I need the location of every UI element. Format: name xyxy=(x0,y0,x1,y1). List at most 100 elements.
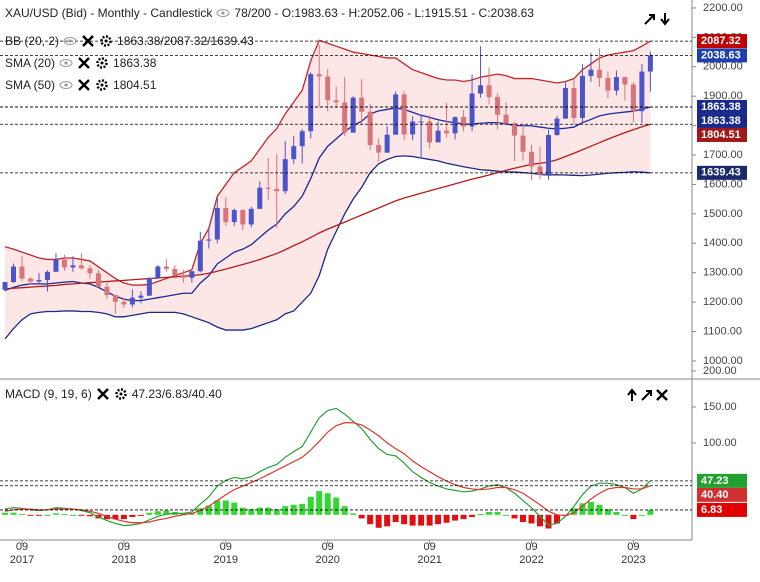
candle-body xyxy=(27,278,33,282)
candle-body xyxy=(112,295,118,302)
indicator-name: SMA (20) xyxy=(5,56,56,70)
candle xyxy=(478,46,484,98)
histogram-bar xyxy=(61,514,68,516)
candle-body xyxy=(265,187,271,189)
histogram-bar xyxy=(129,514,136,517)
candle xyxy=(61,254,67,271)
histogram-bar xyxy=(44,514,51,516)
candle xyxy=(503,102,509,125)
candle xyxy=(146,277,152,296)
candle-body xyxy=(495,97,501,115)
remove-icon[interactable] xyxy=(77,79,91,91)
candle xyxy=(231,208,237,226)
candle xyxy=(282,141,288,194)
candle xyxy=(647,51,653,92)
candle xyxy=(291,135,297,164)
y-tick-label: 100.00 xyxy=(703,437,737,449)
settings-icon[interactable] xyxy=(95,57,109,69)
candle-body xyxy=(376,145,382,153)
histogram-bar xyxy=(341,506,348,515)
panel-controls[interactable] xyxy=(643,12,673,26)
remove-icon[interactable] xyxy=(77,57,91,69)
candle xyxy=(274,153,280,229)
indicator-readout: 1863.38/2087.32/1639.43 xyxy=(117,34,254,48)
eye-icon[interactable] xyxy=(216,7,230,19)
candle-body xyxy=(562,87,568,119)
histogram-bar xyxy=(86,514,93,517)
candle xyxy=(87,265,93,279)
histogram-bar xyxy=(299,504,306,515)
candle xyxy=(410,116,416,141)
panel-controls[interactable] xyxy=(625,388,669,402)
price-flag-label: 2038.63 xyxy=(701,49,741,61)
histogram-bar xyxy=(358,514,365,519)
histogram-bar xyxy=(197,508,204,515)
candle-body xyxy=(274,188,280,192)
candle xyxy=(452,116,458,140)
histogram-bar xyxy=(52,513,59,515)
candle-body xyxy=(231,210,237,223)
candle-body xyxy=(138,295,144,298)
candle-body xyxy=(146,277,152,296)
histogram-bar xyxy=(401,514,408,525)
candle-body xyxy=(214,207,220,240)
settings-icon[interactable] xyxy=(114,388,128,400)
remove-icon[interactable] xyxy=(81,35,95,47)
settings-icon[interactable] xyxy=(99,35,113,47)
candle xyxy=(223,197,229,226)
indicator-row: SMA (50) 1804.51 xyxy=(5,78,156,92)
histogram-bar xyxy=(350,513,357,515)
candle xyxy=(299,128,305,164)
candle-body xyxy=(512,123,518,136)
candle-body xyxy=(121,301,127,305)
histogram-bar xyxy=(494,511,501,515)
eye-icon[interactable] xyxy=(59,57,73,69)
settings-icon[interactable] xyxy=(95,79,109,91)
candle-body xyxy=(308,74,314,132)
candle-body xyxy=(189,271,195,278)
histogram-bar xyxy=(545,514,552,529)
candle-body xyxy=(11,266,17,283)
candle-body xyxy=(95,273,101,287)
candle-body xyxy=(70,265,76,268)
candle xyxy=(520,123,526,161)
histogram-bar xyxy=(384,514,391,527)
histogram-bar xyxy=(647,509,654,515)
histogram-bar xyxy=(10,512,17,515)
candle xyxy=(316,44,322,108)
candle xyxy=(248,206,254,228)
candle-body xyxy=(520,135,526,152)
remove-icon[interactable] xyxy=(96,388,110,400)
eye-icon[interactable] xyxy=(59,79,73,91)
histogram-bar xyxy=(290,504,297,515)
candle-body xyxy=(444,130,450,134)
histogram-bar xyxy=(78,514,85,516)
histogram-bar xyxy=(511,514,518,519)
candle xyxy=(512,121,518,161)
histogram-bar xyxy=(503,514,510,516)
ohlc-info: 78/200 - O:1983.63 - H:2052.06 - L:1915.… xyxy=(234,6,534,20)
candle xyxy=(418,115,424,159)
x-year-label: 2019 xyxy=(214,554,238,566)
candle-body xyxy=(282,159,288,192)
histogram-bar xyxy=(154,511,161,515)
candle-body xyxy=(163,266,169,269)
x-tick-label: 09 xyxy=(423,541,435,553)
y-tick-label: 1100.00 xyxy=(703,325,742,337)
histogram-bar xyxy=(103,514,110,520)
price-flag-label: 1804.51 xyxy=(701,129,741,141)
indicator-line xyxy=(4,155,651,340)
histogram-bar xyxy=(392,514,399,523)
y-tick-label: 1400.00 xyxy=(703,237,743,249)
x-year-label: 2017 xyxy=(10,554,34,566)
histogram-bar xyxy=(435,514,442,525)
histogram-bar xyxy=(579,503,586,515)
candle xyxy=(367,104,373,151)
x-tick-label: 09 xyxy=(627,541,639,553)
eye-icon[interactable] xyxy=(63,35,77,47)
candle-body xyxy=(410,121,416,135)
histogram-bar xyxy=(163,510,170,515)
histogram-bar xyxy=(452,514,459,521)
candle-body xyxy=(384,134,390,153)
candle-body xyxy=(257,187,263,209)
